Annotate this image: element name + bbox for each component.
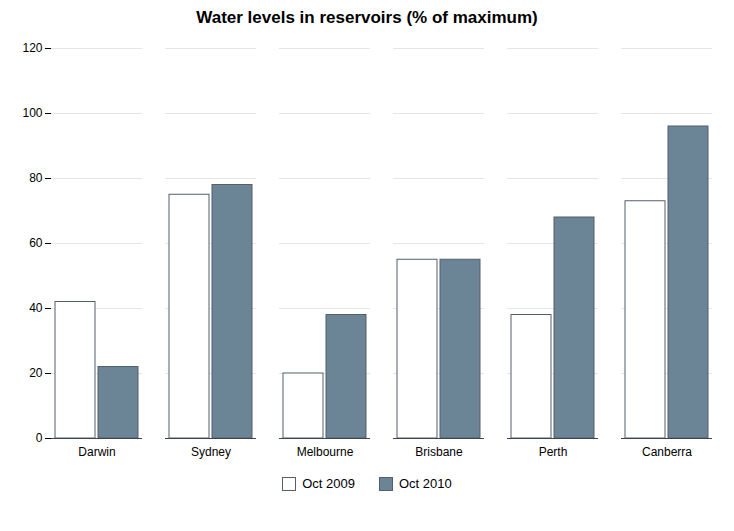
svg-text:40: 40 (29, 301, 43, 315)
svg-text:Perth: Perth (539, 445, 568, 459)
svg-text:Darwin: Darwin (78, 445, 115, 459)
html-text:Water levels in reservoirs (%: Water levels in reservoirs (% of maximum… (196, 8, 538, 27)
svg-text:80: 80 (29, 171, 43, 185)
svg-text:20: 20 (29, 366, 43, 380)
svg-text:120: 120 (22, 41, 42, 55)
svg-text:Canberra: Canberra (642, 445, 692, 459)
svg-text:100: 100 (22, 106, 42, 120)
svg-text:Melbourne: Melbourne (297, 445, 354, 459)
svg-text:Brisbane: Brisbane (415, 445, 463, 459)
html-text:Oct 2009: Oct 2009 (302, 476, 355, 491)
svg-text:0: 0 (36, 431, 43, 445)
html-text:Oct 2010: Oct 2010 (399, 476, 452, 491)
svg-text:60: 60 (29, 236, 43, 250)
svg-text:Sydney: Sydney (191, 445, 231, 459)
